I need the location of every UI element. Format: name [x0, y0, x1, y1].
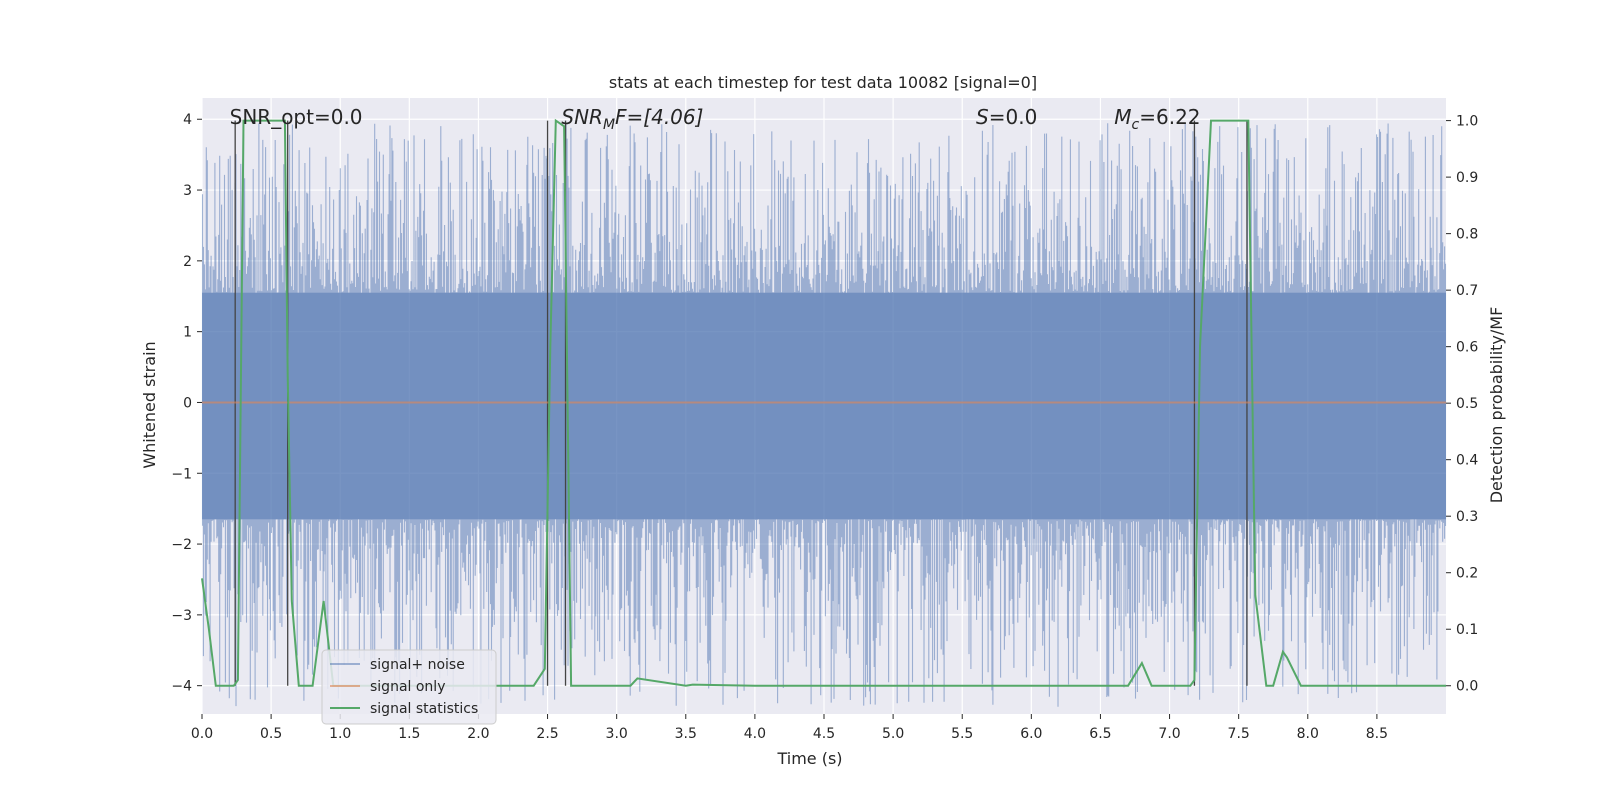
- y-tick-label: 1: [183, 325, 192, 341]
- y2-tick-label: 0.2: [1456, 566, 1478, 582]
- x-tick-label: 3.0: [606, 726, 628, 742]
- x-axis-ticks: 0.0 0.5 1.0 1.5 2.0 2.5 3.0 3.5 4.0 4.5 5.0 5.5 6.0 6…: [191, 714, 1388, 742]
- y-tick-label: 2: [183, 254, 192, 270]
- y2-tick-label: 0.8: [1456, 227, 1478, 243]
- x-tick-label: 0.5: [260, 726, 282, 742]
- y-axis-label: Whitened strain: [140, 341, 159, 468]
- annotation-snr-mf-sub: M: [603, 117, 615, 133]
- annotation-mc-main: M: [1114, 105, 1131, 129]
- signal-statistics-line: [201, 118, 1446, 687]
- noise-trace: [201, 123, 1447, 707]
- y-tick-label: −4: [171, 679, 192, 695]
- legend-entry-signal-noise: signal+ noise: [370, 657, 465, 673]
- annotation-s-rest: =0.0: [989, 105, 1038, 129]
- x-tick-label: 4.5: [813, 726, 835, 742]
- y2-tick-label: 0.1: [1456, 622, 1478, 638]
- annotation-snr-mf: SNRMF=[4.06]: [561, 105, 703, 133]
- annotation-snr-mf-rest: F=[4.06]: [615, 105, 703, 129]
- y2-tick-label: 0.0: [1456, 679, 1478, 695]
- y-tick-label: 3: [183, 183, 192, 199]
- annotations: SNR_opt=0.0 SNRMF=[4.06] S=0.0 Mc=6.22: [230, 105, 1201, 133]
- x-tick-label: 0.0: [191, 726, 213, 742]
- y2-tick-label: 0.7: [1456, 283, 1478, 299]
- x-tick-label: 2.0: [467, 726, 489, 742]
- x-tick-label: 3.5: [675, 726, 697, 742]
- y2-axis-ticks: 0.0 0.1 0.2 0.3 0.4 0.5 0.6 0.7 0.8 0.9 1.0: [1446, 114, 1478, 695]
- y-tick-label: 0: [183, 395, 192, 411]
- series-signal-statistics: [201, 118, 1446, 687]
- x-tick-label: 8.5: [1366, 726, 1388, 742]
- y2-tick-label: 0.6: [1456, 340, 1478, 356]
- legend-box: [321, 649, 497, 725]
- y-tick-label: −2: [171, 537, 192, 553]
- legend-entry-signal-statistics: signal statistics: [370, 701, 478, 717]
- legend-entry-signal-only: signal only: [370, 679, 445, 695]
- annotation-snr-opt: SNR_opt=0.0: [230, 105, 363, 129]
- x-tick-label: 6.0: [1020, 726, 1042, 742]
- x-tick-label: 8.0: [1297, 726, 1319, 742]
- y-tick-label: −3: [171, 608, 192, 624]
- y-tick-label: −1: [171, 466, 192, 482]
- y2-axis-label: Detection probability/MF: [1487, 307, 1506, 504]
- series-signal-noise: [201, 123, 1447, 707]
- annotation-s-main: S: [976, 105, 989, 129]
- x-tick-label: 4.0: [744, 726, 766, 742]
- y2-tick-label: 0.4: [1456, 453, 1478, 469]
- y2-tick-label: 1.0: [1456, 114, 1478, 130]
- x-tick-label: 7.5: [1228, 726, 1250, 742]
- x-tick-label: 5.0: [882, 726, 904, 742]
- annotation-snr-mf-main: SNR: [561, 105, 603, 129]
- y2-tick-label: 0.3: [1456, 509, 1478, 525]
- legend: signal+ noise signal only signal statist…: [321, 649, 497, 725]
- x-tick-label: 7.0: [1158, 726, 1180, 742]
- x-tick-label: 6.5: [1089, 726, 1111, 742]
- chart-title: stats at each timestep for test data 100…: [609, 73, 1037, 92]
- y2-tick-label: 0.5: [1456, 396, 1478, 412]
- x-tick-label: 5.5: [951, 726, 973, 742]
- x-tick-label: 1.5: [398, 726, 420, 742]
- x-axis-label: Time (s): [776, 749, 842, 768]
- annotation-mc-sub: c: [1132, 117, 1140, 133]
- y-axis-ticks: −4 −3 −2 −1 0 1 2 3 4: [171, 112, 202, 695]
- x-tick-label: 1.0: [329, 726, 351, 742]
- annotation-s: S=0.0: [976, 105, 1037, 129]
- x-tick-label: 2.5: [536, 726, 558, 742]
- y2-tick-label: 0.9: [1456, 170, 1478, 186]
- annotation-mc-rest: =6.22: [1139, 105, 1200, 129]
- y-tick-label: 4: [183, 112, 192, 128]
- annotation-mc: Mc=6.22: [1114, 105, 1200, 133]
